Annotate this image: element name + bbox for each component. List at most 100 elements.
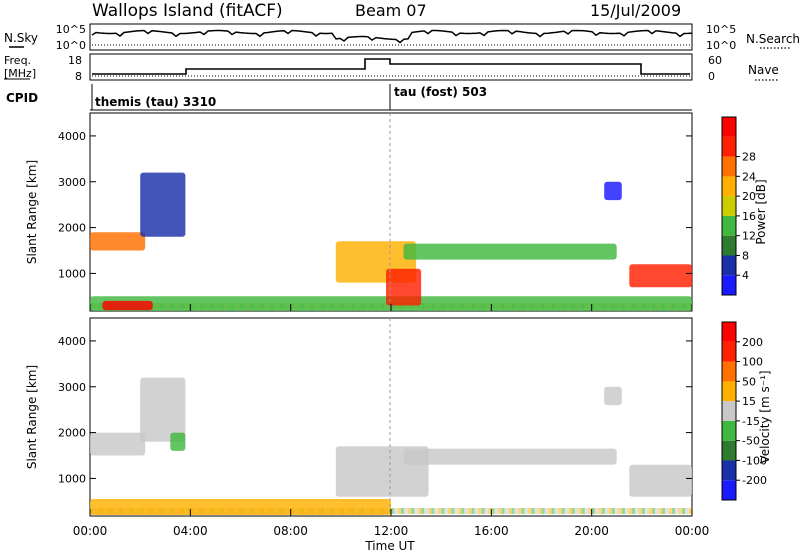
heatmap-speckle (638, 508, 642, 514)
colorbar-swatch (722, 401, 736, 421)
heatmap-speckle (504, 508, 508, 514)
colorbar-swatch (722, 196, 736, 216)
heatmap-speckle (538, 508, 542, 514)
heatmap-speckle (658, 508, 662, 514)
noise-trace (91, 29, 693, 44)
heatmap-speckle (578, 508, 582, 514)
heatmap-speckle (521, 508, 525, 514)
noise-left-tick-bottom: 10^0 (56, 39, 86, 52)
x-tick-label: 12:00 (374, 524, 409, 538)
noise-right-label: N.Search (746, 32, 800, 46)
heatmap-cell (140, 172, 186, 237)
colorbar-swatch (722, 361, 736, 382)
y-tick-label: 3000 (58, 381, 86, 394)
heatmap-speckle (551, 508, 555, 514)
heatmap-speckle (488, 508, 492, 514)
freq-left-label-2: [MHz] (4, 67, 36, 80)
heatmap-speckle (685, 508, 689, 514)
freq-left-label-1: Freq. (4, 54, 31, 67)
heatmap-speckle (595, 508, 599, 514)
heatmap-cell (90, 432, 146, 456)
colorbar-tick-label: 200 (742, 336, 763, 349)
heatmap-speckle (464, 508, 468, 514)
heatmap-speckle (514, 508, 518, 514)
heatmap-cell (170, 432, 186, 451)
heatmap-speckle (628, 508, 632, 514)
heatmap-cell (90, 232, 146, 251)
y-tick-label: 2000 (58, 222, 86, 235)
heatmap-speckle (451, 508, 455, 514)
velocity-ylabel: Slant Range [km] (25, 365, 39, 469)
time-axis-label: Time UT (364, 539, 415, 553)
colorbar-tick-label: 100 (742, 356, 763, 369)
time-axis: 00:00 04:00 08:00 12:00 16:00 20:00 00:00 (73, 524, 710, 538)
heatmap-cell (90, 499, 391, 515)
cpid-segment-1: themis (tau) 3310 (95, 95, 216, 109)
heatmap-cell (604, 386, 622, 406)
heatmap-cell (629, 464, 692, 497)
heatmap-speckle (528, 508, 532, 514)
heatmap-speckle (411, 508, 415, 514)
heatmap-speckle (417, 508, 421, 514)
heatmap-speckle (437, 508, 441, 514)
heatmap-speckle (508, 508, 512, 514)
heatmap-speckle (434, 508, 438, 514)
heatmap-speckle (635, 508, 639, 514)
heatmap-speckle (631, 508, 635, 514)
power-colorbar-label: Power [dB] (754, 179, 768, 244)
date-title: 15/Jul/2009 (590, 1, 681, 20)
noise-left-label: N.Sky (4, 31, 38, 45)
heatmap-speckle (588, 508, 592, 514)
heatmap-speckle (665, 508, 669, 514)
velocity-colorbar-label: Velocity [m s⁻¹] (758, 370, 772, 463)
heatmap-speckle (481, 508, 485, 514)
x-tick-label: 20:00 (574, 524, 609, 538)
colorbar-swatch (722, 136, 736, 157)
heatmap-speckle (541, 508, 545, 514)
heatmap-cell (629, 264, 692, 288)
heatmap-speckle (407, 508, 411, 514)
heatmap-speckle (447, 508, 452, 514)
heatmap-speckle (574, 508, 579, 514)
noise-panel-frame (89, 23, 693, 51)
heatmap-speckle (568, 508, 572, 514)
freq-left-tick-top: 18 (68, 54, 82, 67)
noise-left-tick-top: 10^5 (56, 23, 86, 36)
colorbar-swatch (722, 176, 736, 197)
heatmap-speckle (441, 508, 445, 514)
cpid-segment-2: tau (fost) 503 (394, 85, 487, 99)
heatmap-speckle (511, 508, 515, 514)
heatmap-speckle (404, 508, 408, 514)
y-tick-label: 1000 (58, 267, 86, 280)
heatmap-cell (140, 377, 186, 442)
heatmap-speckle (554, 508, 559, 514)
colorbar-swatch (722, 117, 736, 137)
freq-right-tick-top: 60 (708, 54, 722, 67)
colorbar-swatch (722, 460, 736, 481)
heatmap-speckle (601, 508, 605, 514)
heatmap-speckle (524, 508, 528, 514)
heatmap-speckle (655, 508, 659, 514)
heatmap-speckle (491, 508, 495, 514)
x-tick-label: 00:00 (73, 524, 108, 538)
heatmap-speckle (605, 508, 609, 514)
colorbar-swatch (722, 341, 736, 362)
x-tick-label: 08:00 (273, 524, 308, 538)
power-heatmap (90, 172, 692, 311)
velocity-heatmap (90, 377, 692, 515)
noise-right-tick-bottom: 10^0 (706, 39, 736, 52)
y-tick-label: 4000 (58, 335, 86, 348)
colorbar-tick-label: -100 (742, 454, 767, 467)
colorbar-tick-label: -50 (742, 435, 760, 448)
heatmap-speckle (548, 508, 552, 514)
heatmap-speckle (608, 508, 612, 514)
heatmap-speckle (598, 508, 602, 514)
heatmap-speckle (615, 508, 619, 514)
colorbar-tick-label: 15 (742, 395, 756, 408)
y-tick-label: 2000 (58, 427, 86, 440)
nave-label: Nave (748, 63, 779, 77)
heatmap-speckle (682, 508, 686, 514)
cpid-label: CPID (6, 91, 38, 105)
colorbar-swatch (722, 156, 736, 177)
